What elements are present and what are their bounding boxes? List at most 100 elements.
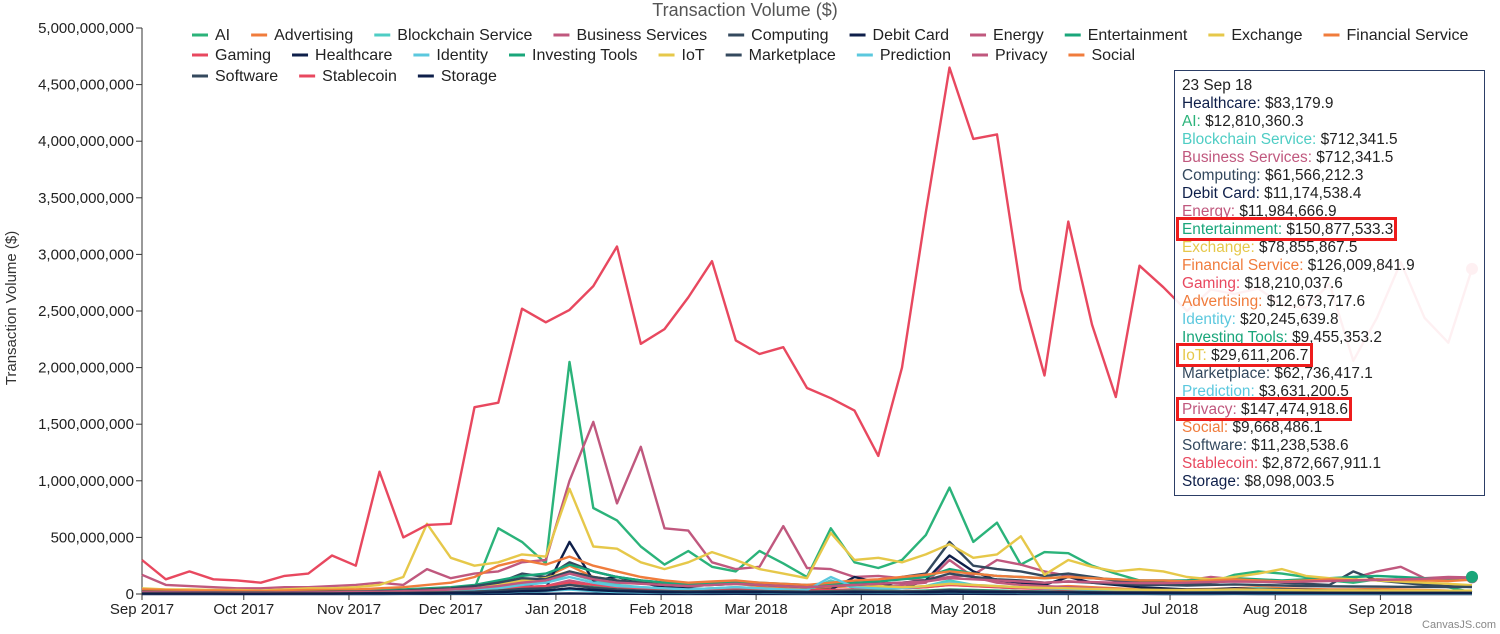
tooltip-series-value: $712,341.5 [1312,149,1394,166]
y-axis-label: Transaction Volume ($) [3,231,20,386]
legend-item-blockchain-service[interactable]: Blockchain Service [397,27,532,44]
tooltip-series-name: Business Services: [1182,149,1313,166]
series-line-exchange [141,487,1473,592]
y-tick-label: 3,000,000,000 [38,246,134,263]
legend-item-exchange[interactable]: Exchange [1231,27,1302,44]
tooltip-row: Healthcare: $83,179.9 [1182,95,1477,113]
tooltip-series-name: Privacy: [1182,401,1237,418]
tooltip-series-value: $9,455,353.2 [1287,329,1382,346]
highlight-box [1176,343,1313,367]
legend-item-advertising[interactable]: Advertising [274,27,353,44]
legend: AI Advertising Blockchain Service Business … [192,27,1468,85]
tooltip-series-name: IoT: [1182,347,1207,364]
y-tick-label: 1,500,000,000 [38,416,134,433]
tooltip: 23 Sep 18 Healthcare: $83,179.9 AI: $12,8… [1174,70,1485,496]
tooltip-row: Debit Card: $11,174,538.4 [1182,185,1477,203]
legend-item-entertainment[interactable]: Entertainment [1088,27,1188,44]
legend-item-iot[interactable]: IoT [682,47,705,64]
watermark: CanvasJS.com [1422,619,1496,631]
tooltip-series-value: $11,238,538.6 [1247,437,1349,454]
tooltip-series-name: Software: [1182,437,1248,454]
tooltip-row: Gaming: $18,210,037.6 [1182,275,1477,293]
tooltip-row: Blockchain Service: $712,341.5 [1182,131,1477,149]
legend-item-social[interactable]: Social [1091,47,1135,64]
series-line-financial-service [141,555,1473,593]
tooltip-rows: Healthcare: $83,179.9 AI: $12,810,360.3 Bl… [1182,95,1477,491]
legend-item-storage[interactable]: Storage [441,68,497,85]
legend-item-debit-card[interactable]: Debit Card [873,27,949,44]
tooltip-row: Identity: $20,245,639.8 [1182,311,1477,329]
tooltip-series-value: $78,855,867.5 [1254,239,1358,256]
tooltip-row: Storage: $8,098,003.5 [1182,473,1477,491]
tooltip-row: Entertainment: $150,877,533.3 [1182,221,1477,239]
y-tick-label: 3,500,000,000 [38,190,134,207]
tooltip-row: Financial Service: $126,009,841.9 [1182,257,1477,275]
x-tick-label: Aug 2018 [1243,601,1307,618]
legend-item-healthcare[interactable]: Healthcare [315,47,392,64]
y-tick-label: 2,000,000,000 [38,360,134,377]
x-tick-label: Jan 2018 [525,601,587,618]
tooltip-row: Investing Tools: $9,455,353.2 [1182,329,1477,347]
legend-item-financial-service[interactable]: Financial Service [1347,27,1469,44]
tooltip-series-value: $83,179.9 [1260,95,1334,112]
tooltip-series-name: Social: [1182,419,1229,436]
y-tick-label: 4,000,000,000 [38,133,134,150]
tooltip-row: Advertising: $12,673,717.6 [1182,293,1477,311]
tooltip-series-name: Exchange: [1182,239,1255,256]
tooltip-series-name: Blockchain Service: [1182,131,1317,148]
x-tick-label: May 2018 [930,601,996,618]
tooltip-series-name: Debit Card: [1182,185,1260,202]
y-tick-label: 500,000,000 [51,529,134,546]
legend-item-software[interactable]: Software [215,68,278,85]
tooltip-series-name: Financial Service: [1182,257,1304,274]
x-tick-label: Jul 2018 [1142,601,1199,618]
tooltip-series-value: $18,210,037.6 [1240,275,1343,292]
tooltip-series-value: $2,872,667,911.1 [1258,455,1382,472]
y-tick-label: 4,500,000,000 [38,77,134,94]
tooltip-row: Computing: $61,566,212.3 [1182,167,1477,185]
tooltip-series-value: $712,341.5 [1316,131,1398,148]
highlight-box [1176,217,1397,241]
tooltip-series-name: Advertising: [1182,293,1263,310]
legend-item-prediction[interactable]: Prediction [880,47,951,64]
highlight-box [1176,397,1352,421]
tooltip-series-name: Identity: [1182,311,1236,328]
tooltip-row: IoT: $29,611,206.7 [1182,347,1477,365]
tooltip-series-name: Healthcare: [1182,95,1261,112]
legend-item-investing-tools[interactable]: Investing Tools [532,47,638,64]
tooltip-series-name: Entertainment: [1182,221,1283,238]
series-line-privacy [141,572,1473,595]
tooltip-row: Social: $9,668,486.1 [1182,419,1477,437]
x-tick-label: Oct 2017 [213,601,274,618]
tooltip-row: AI: $12,810,360.3 [1182,113,1477,131]
x-tick-label: Sep 2018 [1348,601,1412,618]
tooltip-row: Software: $11,238,538.6 [1182,437,1477,455]
legend-item-privacy[interactable]: Privacy [995,47,1047,64]
series-end-marker [1466,570,1478,583]
legend-item-marketplace[interactable]: Marketplace [749,47,836,64]
legend-item-business-services[interactable]: Business Services [576,27,707,44]
legend-item-energy[interactable]: Energy [993,27,1044,44]
tooltip-row: Marketplace: $62,736,417.1 [1182,365,1477,383]
tooltip-row: Privacy: $147,474,918.6 [1182,401,1477,419]
legend-item-identity[interactable]: Identity [436,47,488,64]
tooltip-series-name: AI: [1182,113,1201,130]
tooltip-row: Stablecoin: $2,872,667,911.1 [1182,455,1477,473]
x-tick-label: Dec 2017 [419,601,483,618]
chart-title: Transaction Volume ($) [652,0,837,20]
x-tick-label: Feb 2018 [629,601,692,618]
tooltip-series-name: Energy: [1182,203,1236,220]
tooltip-series-name: Gaming: [1182,275,1241,292]
legend-item-stablecoin[interactable]: Stablecoin [322,68,397,85]
legend-item-computing[interactable]: Computing [751,27,828,44]
tooltip-row: Prediction: $3,631,200.5 [1182,383,1477,401]
legend-item-ai[interactable]: AI [215,27,230,44]
tooltip-series-value: $147,474,918.6 [1236,401,1348,418]
y-tick-label: 5,000,000,000 [38,20,134,37]
tooltip-series-name: Prediction: [1182,383,1255,400]
tooltip-series-value: $8,098,003.5 [1240,473,1335,490]
legend-item-gaming[interactable]: Gaming [215,47,271,64]
y-tick-label: 0 [126,586,134,603]
tooltip-series-name: Storage: [1182,473,1241,490]
